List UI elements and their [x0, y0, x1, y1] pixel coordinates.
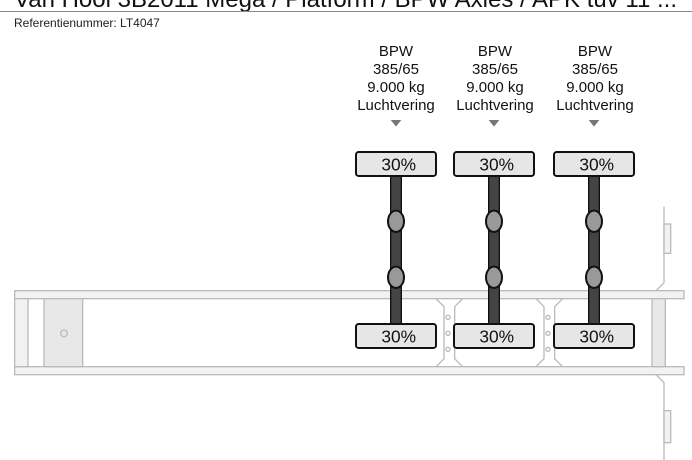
axle-2-label: BPW 385/65 9.000 kg Luchtvering	[445, 43, 545, 115]
wheel-hub-icon	[585, 265, 603, 289]
chevron-down-icon	[390, 120, 402, 127]
axle-bar	[390, 167, 402, 329]
tire-size: 385/65	[572, 61, 618, 78]
axle-bar	[488, 167, 500, 329]
axle-brand: BPW	[378, 43, 414, 60]
page-title: Van Hool 3B2011 Mega / Platform / BPW Ax…	[14, 0, 677, 14]
tire-tread-label: 30%	[579, 327, 614, 347]
frame	[14, 206, 685, 460]
tire-tread-label: 30%	[381, 327, 416, 347]
tire-size: 385/65	[472, 61, 518, 78]
tire-tread-label: 30%	[579, 155, 614, 175]
axles: 30% 30% 30% 30% 30% 30%	[355, 120, 635, 349]
wheel-hub-icon	[485, 265, 503, 289]
tire	[553, 151, 635, 177]
tire	[553, 323, 635, 349]
tire	[453, 151, 535, 177]
tire	[453, 323, 535, 349]
axle-brand: BPW	[477, 43, 513, 60]
frame-rail-top	[14, 289, 685, 300]
suspension: Luchtvering	[556, 97, 634, 114]
frame-rear	[651, 297, 666, 368]
kingpin-plate	[43, 297, 84, 368]
tire	[355, 323, 437, 349]
axle-capacity: 9.000 kg	[367, 79, 425, 96]
frame-rail-bottom	[14, 365, 685, 376]
axle-bar	[588, 167, 600, 329]
wheel-hub-icon	[387, 209, 405, 233]
axle-capacity: 9.000 kg	[566, 79, 624, 96]
suspension: Luchtvering	[456, 97, 534, 114]
tire	[355, 151, 437, 177]
axle-brand: BPW	[577, 43, 613, 60]
tire-tread-label: 30%	[381, 155, 416, 175]
wheel-hub-icon	[485, 209, 503, 233]
axle-capacity: 9.000 kg	[466, 79, 524, 96]
axle-3-label: BPW 385/65 9.000 kg Luchtvering	[545, 43, 645, 115]
tire-size: 385/65	[373, 61, 419, 78]
wheel-hub-icon	[387, 265, 405, 289]
axle-1-label: BPW 385/65 9.000 kg Luchtvering	[346, 43, 446, 115]
wheel-hub-icon	[585, 209, 603, 233]
rear-light	[663, 409, 672, 444]
kingpin-icon	[60, 329, 68, 338]
rear-light	[663, 223, 672, 254]
suspension: Luchtvering	[357, 97, 435, 114]
crossmember-holes	[445, 314, 551, 352]
frame-front	[14, 297, 29, 368]
reference-number: Referentienummer: LT4047	[14, 16, 160, 30]
chevron-down-icon	[588, 120, 600, 127]
divider	[0, 11, 692, 12]
tire-tread-label: 30%	[479, 327, 514, 347]
tire-tread-label: 30%	[479, 155, 514, 175]
chevron-down-icon	[488, 120, 500, 127]
